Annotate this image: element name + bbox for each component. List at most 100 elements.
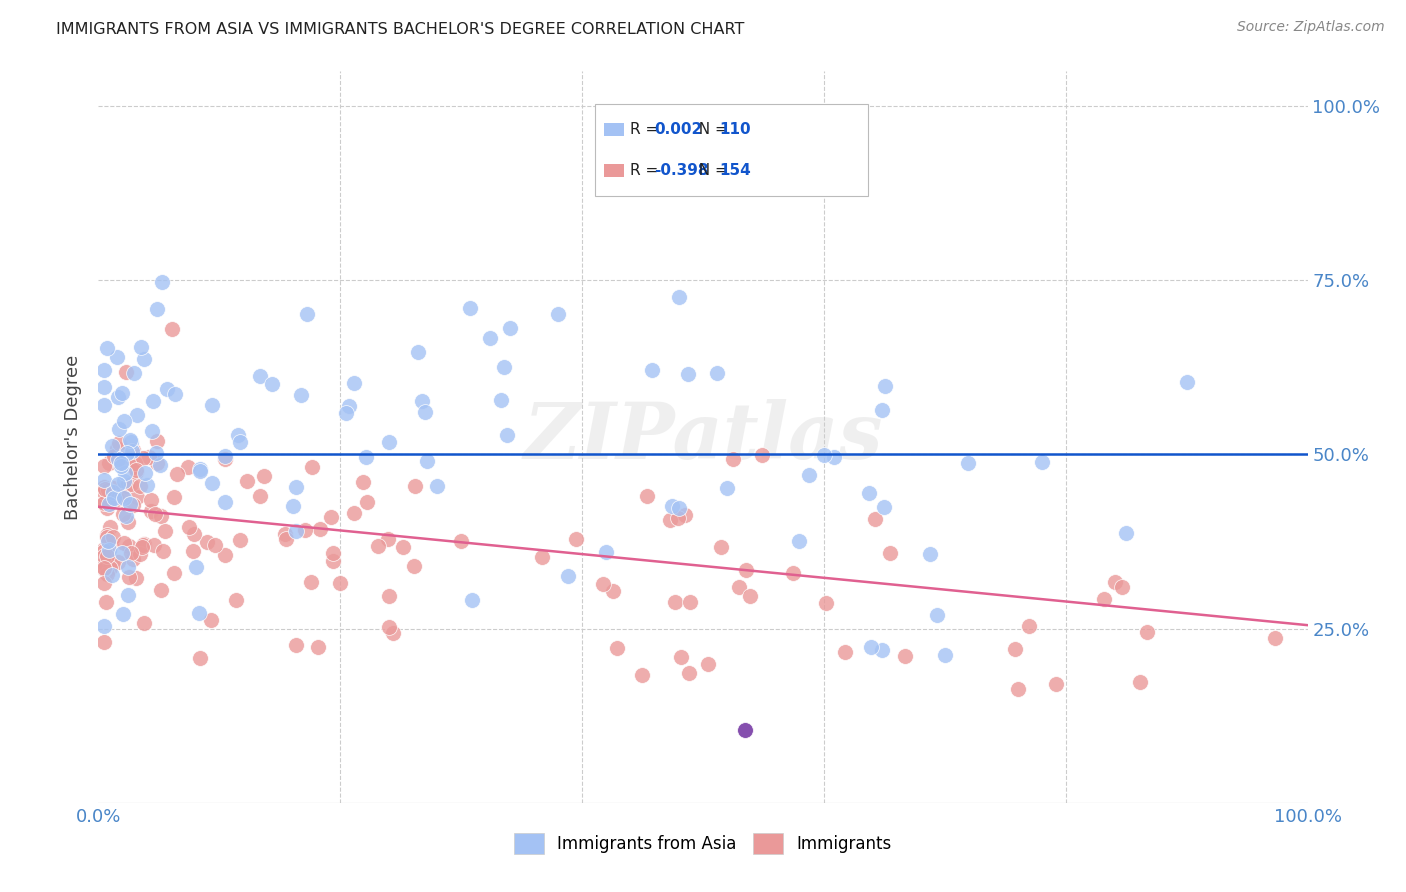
Point (499, 321, 522, 335)
Point (285, 638, 308, 652)
Point (122, 443, 145, 458)
Point (738, 589, 761, 603)
Point (93, 480, 115, 494)
Point (815, 595, 838, 609)
Point (108, 435, 131, 450)
Point (139, 504, 162, 518)
Point (668, 290, 690, 304)
Point (290, 388, 312, 402)
Point (214, 449, 236, 463)
Point (93, 398, 115, 412)
Point (127, 408, 149, 422)
Point (664, 594, 686, 608)
Point (404, 479, 426, 493)
Point (496, 428, 519, 442)
Point (450, 534, 472, 549)
Point (728, 580, 751, 594)
Point (96, 565, 118, 579)
Point (356, 450, 378, 465)
Point (93, 495, 115, 509)
Point (93, 556, 115, 570)
Point (666, 511, 689, 525)
Point (127, 490, 149, 504)
Point (112, 536, 135, 550)
Point (163, 490, 186, 504)
Point (177, 520, 200, 534)
Point (131, 541, 153, 555)
Point (94, 595, 117, 609)
Point (1129, 675, 1152, 690)
Point (870, 642, 893, 657)
Point (98, 497, 121, 511)
Point (416, 454, 439, 468)
Point (301, 460, 323, 475)
Point (710, 540, 733, 554)
Point (152, 275, 174, 289)
Point (146, 434, 169, 449)
Point (190, 651, 212, 665)
Point (93, 496, 115, 510)
Point (214, 495, 236, 509)
Point (214, 451, 236, 466)
Point (184, 560, 207, 574)
Point (152, 544, 174, 558)
Point (93, 562, 115, 576)
Point (201, 475, 224, 490)
Point (411, 393, 433, 408)
Point (153, 524, 176, 539)
Point (297, 307, 319, 321)
Point (679, 595, 702, 609)
Point (631, 668, 654, 682)
Point (697, 657, 720, 671)
Point (299, 575, 322, 590)
Point (404, 558, 426, 573)
Point (204, 538, 226, 552)
Point (132, 615, 155, 630)
Point (343, 376, 366, 390)
Point (381, 625, 404, 640)
Text: 0.002: 0.002 (654, 122, 703, 137)
Point (478, 331, 501, 345)
Point (93, 544, 115, 558)
Point (94, 482, 117, 496)
Point (143, 507, 166, 521)
Point (640, 362, 662, 376)
Point (322, 554, 344, 568)
Point (860, 640, 883, 654)
Point (108, 450, 131, 465)
Point (1264, 632, 1286, 646)
Point (115, 509, 138, 524)
Point (1136, 625, 1159, 640)
Point (129, 547, 152, 561)
Point (782, 566, 804, 581)
Point (249, 369, 271, 384)
Point (659, 513, 682, 527)
Point (163, 566, 186, 581)
Point (166, 467, 188, 482)
Point (93, 549, 115, 563)
Point (797, 467, 820, 482)
Point (595, 545, 617, 559)
Point (920, 547, 942, 561)
Point (181, 543, 204, 558)
Point (426, 479, 449, 493)
Point (105, 441, 128, 455)
Point (177, 459, 200, 474)
Point (111, 607, 134, 622)
Point (183, 527, 205, 541)
Point (957, 456, 980, 470)
Point (98, 560, 121, 574)
Point (118, 539, 141, 553)
Point (107, 451, 129, 466)
Point (101, 439, 124, 453)
Point (413, 405, 436, 419)
Point (117, 588, 139, 602)
Point (547, 307, 569, 321)
Point (873, 500, 896, 515)
Point (260, 376, 283, 391)
Point (734, 723, 756, 737)
Point (1111, 580, 1133, 594)
Point (392, 540, 415, 554)
Point (934, 648, 956, 663)
Point (93, 576, 115, 591)
